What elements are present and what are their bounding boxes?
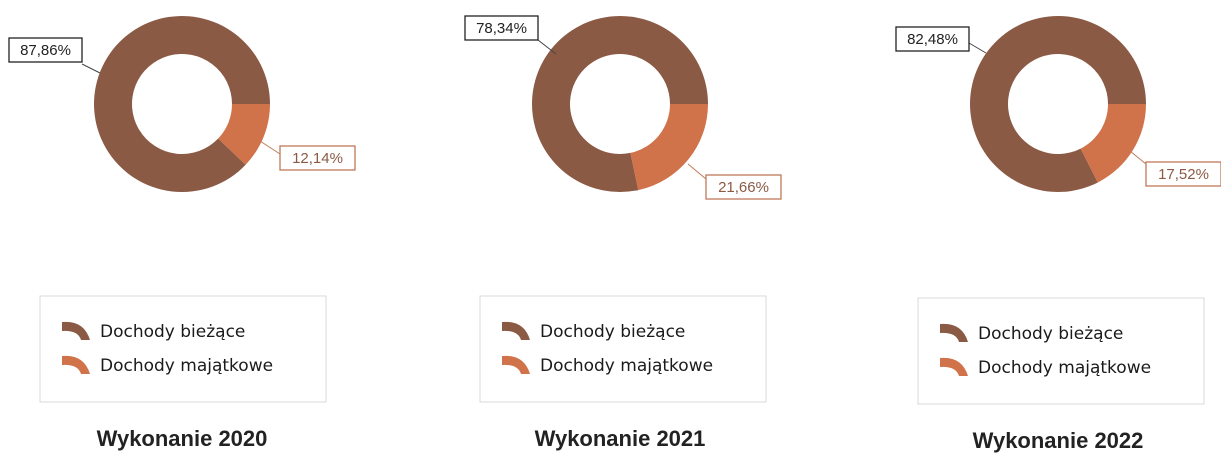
data-label-box bbox=[279, 145, 356, 171]
data-label-dochody-biezace: 82,48% bbox=[907, 31, 958, 48]
data-label-connector bbox=[968, 42, 987, 54]
data-label-box bbox=[8, 37, 83, 63]
chart-caption: Wykonanie 2021 bbox=[535, 426, 706, 451]
data-label-connector bbox=[81, 63, 101, 74]
donut-slice-dochody-majatkowe bbox=[218, 104, 270, 165]
chart-3: 82,48% 17,52% Dochody bieżące Dochody mająt… bbox=[895, 15, 1221, 453]
legend-label-dochody-majatkowe: Dochody majątkowe bbox=[978, 358, 1151, 378]
donut-slice-dochody-biezace bbox=[970, 15, 1146, 192]
legend: Dochody bieżące Dochody majątkowe bbox=[39, 295, 327, 403]
data-label-dochody-majatkowe: 21,66% bbox=[718, 179, 769, 196]
legend: Dochody bieżące Dochody majątkowe bbox=[917, 297, 1205, 405]
data-label-dochody-majatkowe: 17,52% bbox=[1158, 166, 1209, 183]
data-label-box bbox=[895, 26, 970, 52]
legend-box bbox=[479, 295, 767, 403]
legend-label-dochody-biezace: Dochody bieżące bbox=[100, 322, 245, 342]
legend-box bbox=[917, 297, 1205, 405]
data-label-box bbox=[1145, 161, 1221, 187]
donut-slice-dochody-biezace bbox=[94, 16, 270, 193]
data-label-dochody-biezace: 87,86% bbox=[20, 42, 71, 59]
data-label-connector bbox=[537, 39, 557, 55]
legend-swatch-dochody-majatkowe bbox=[502, 355, 530, 374]
chart-caption: Wykonanie 2020 bbox=[97, 426, 268, 451]
legend: Dochody bieżące Dochody majątkowe bbox=[479, 295, 767, 403]
legend-swatch-dochody-biezace bbox=[62, 321, 90, 340]
data-label-box bbox=[705, 174, 782, 200]
donut-slice-dochody-biezace bbox=[532, 16, 708, 193]
legend-swatch-dochody-majatkowe bbox=[62, 355, 90, 374]
legend-label-dochody-biezace: Dochody bieżące bbox=[540, 322, 685, 342]
legend-swatch-dochody-majatkowe bbox=[940, 357, 968, 376]
donut-slice-dochody-majatkowe bbox=[630, 104, 708, 191]
data-label-connector bbox=[687, 163, 707, 180]
data-label-box bbox=[464, 15, 539, 41]
legend-label-dochody-majatkowe: Dochody majątkowe bbox=[540, 356, 713, 376]
legend-swatch-dochody-biezace bbox=[502, 321, 530, 340]
data-label-dochody-biezace: 78,34% bbox=[476, 20, 527, 37]
legend-label-dochody-biezace: Dochody bieżące bbox=[978, 324, 1123, 344]
legend-swatch-dochody-biezace bbox=[940, 323, 968, 342]
data-label-connector bbox=[1129, 150, 1147, 165]
legend-box bbox=[39, 295, 327, 403]
legend-label-dochody-majatkowe: Dochody majątkowe bbox=[100, 356, 273, 376]
chart-2: 78,34% 21,66% Dochody bieżące Dochody mająt… bbox=[464, 15, 782, 451]
data-label-dochody-majatkowe: 12,14% bbox=[292, 150, 343, 167]
chart-caption: Wykonanie 2022 bbox=[973, 428, 1144, 453]
chart-1: 87,86% 12,14% Dochody bieżące Dochody mająt… bbox=[8, 16, 356, 451]
data-label-connector bbox=[259, 140, 281, 155]
donut-slice-dochody-majatkowe bbox=[1080, 104, 1146, 183]
